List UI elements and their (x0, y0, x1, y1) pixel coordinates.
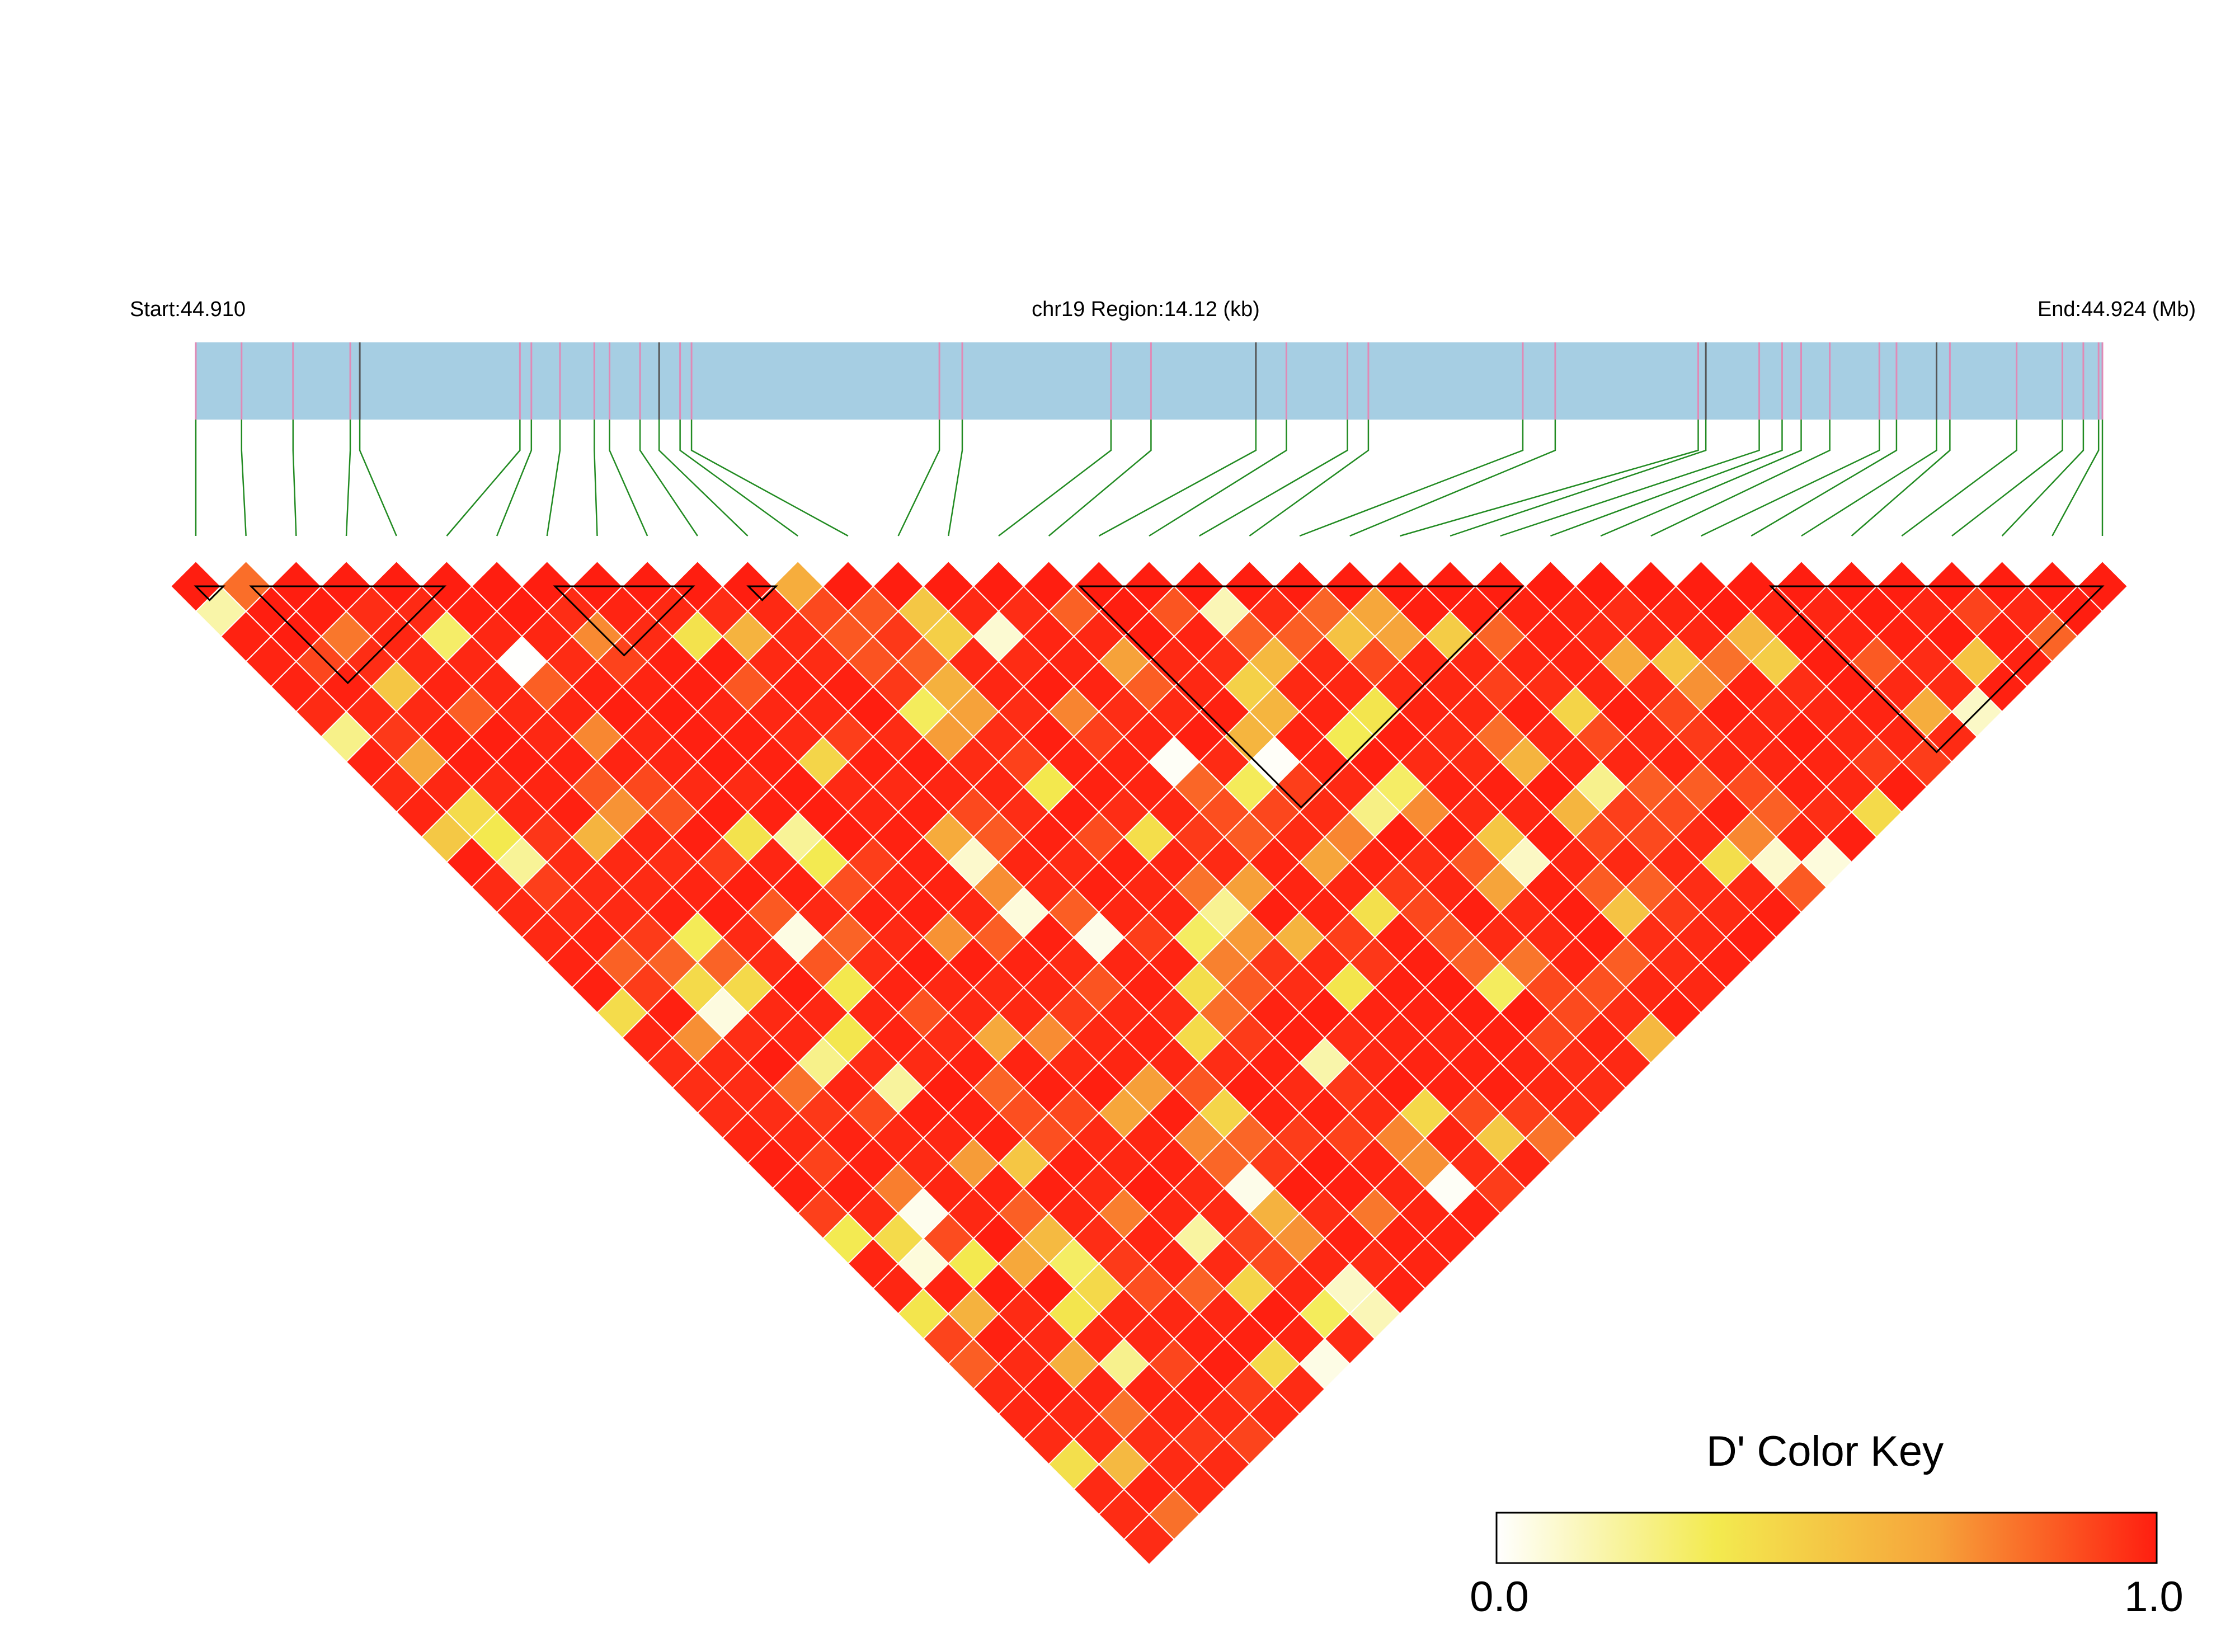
ld-cell (421, 560, 473, 613)
snp-connector (594, 420, 598, 536)
snp-connector (1450, 420, 1707, 537)
color-key-min-label: 0.0 (1470, 1573, 1529, 1621)
haplotype-block-outline (249, 585, 447, 684)
snp-connector (1199, 420, 1348, 537)
snp-connector (948, 420, 963, 536)
snp-connector (609, 420, 648, 536)
snp-connector (345, 420, 351, 536)
snp-connector (359, 420, 397, 536)
snp-connector (658, 420, 749, 536)
chromosome-region-bar (196, 342, 2102, 420)
ld-cell (1574, 560, 1627, 613)
ld-cell (220, 560, 272, 613)
snp-connector (1650, 420, 1831, 537)
snp-connector (1400, 420, 1699, 537)
ld-cell (521, 560, 573, 613)
snp-connector (639, 420, 698, 536)
snp-connector (1500, 420, 1760, 537)
snp-connector (1700, 420, 1880, 537)
ld-cell (1023, 560, 1075, 613)
ld-cell (1123, 1513, 1175, 1566)
ld-cell (822, 560, 874, 613)
snp-connector (690, 420, 849, 537)
snp-connector (1801, 420, 1937, 537)
haplotype-block-outline (1768, 585, 2105, 754)
snp-connector (1299, 420, 1524, 537)
snp-connector (1249, 420, 1370, 537)
snp-connector (1048, 420, 1152, 536)
ld-cell (470, 560, 523, 613)
snp-connector (1901, 420, 2017, 537)
region-label: chr19 Region:14.12 (kb) (1032, 298, 1260, 321)
color-key-max-label: 1.0 (2124, 1573, 2184, 1621)
ld-cell (671, 560, 724, 613)
ld-cells (170, 560, 2129, 1566)
color-key-title: D' Color Key (1706, 1428, 1944, 1475)
snp-connector (496, 420, 533, 536)
snp-connector (446, 420, 521, 536)
ld-cell (1675, 560, 1727, 613)
haplotype-blocks (194, 585, 2105, 809)
snp-connector (1600, 420, 1802, 537)
haplotype-block-outline (1077, 585, 1524, 809)
ld-cell (923, 560, 975, 613)
ld-cell (1625, 560, 1677, 613)
snp-connector (546, 420, 561, 536)
haplotype-block-outline (553, 585, 695, 657)
end-label: End:44.924 (Mb) (2038, 298, 2196, 321)
haplotype-block-outline (194, 585, 226, 601)
snp-connector (679, 420, 798, 537)
ld-cell (771, 560, 824, 613)
snp-connector (2001, 420, 2085, 536)
snp-connector (1149, 420, 1287, 537)
snp-connector (1951, 420, 2063, 536)
ld-cell (1725, 560, 1777, 613)
start-label: Start:44.910 (130, 298, 246, 321)
ld-cell (972, 560, 1025, 613)
snp-connector-lines (195, 420, 2104, 537)
snp-connector (1098, 420, 1257, 537)
snp-connector (1751, 420, 1898, 537)
snp-connector (897, 420, 940, 536)
snp-connector (1550, 420, 1783, 537)
snp-connector (1851, 420, 1951, 536)
snp-connector (2052, 420, 2100, 536)
ld-cell (872, 560, 924, 613)
snp-connector (241, 420, 247, 536)
color-key-gradient-bar (1495, 1512, 2158, 1564)
haplotype-block-outline (746, 585, 778, 601)
snp-connector (292, 420, 297, 536)
snp-connector (1349, 420, 1556, 537)
snp-connector (998, 420, 1112, 536)
snp-position-ticks (195, 342, 2104, 420)
ld-cell (1524, 560, 1577, 613)
